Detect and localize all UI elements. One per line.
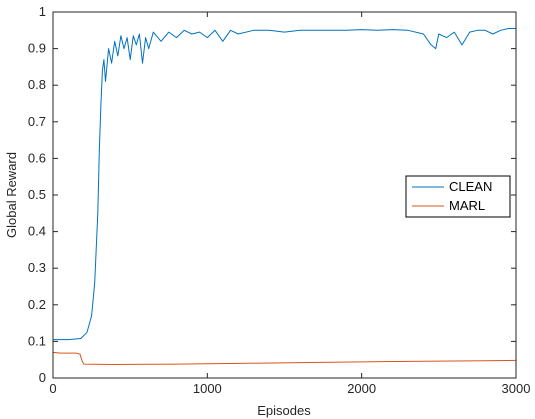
x-tick-label: 1000 bbox=[193, 381, 222, 396]
legend-label-clean: CLEAN bbox=[449, 179, 492, 194]
y-tick-label: 0.3 bbox=[28, 260, 46, 275]
series-layer bbox=[52, 28, 517, 365]
y-tick-label: 0.8 bbox=[28, 77, 46, 92]
y-axis-title: Global Reward bbox=[4, 152, 19, 238]
y-tick-label: 1 bbox=[39, 4, 46, 19]
x-tick-label: 3000 bbox=[502, 381, 531, 396]
series-line-marl bbox=[52, 351, 517, 365]
x-axis-title: Episodes bbox=[257, 403, 311, 418]
y-tick-label: 0.7 bbox=[28, 114, 46, 129]
y-tick-label: 0.5 bbox=[28, 187, 46, 202]
ticks-layer: 0 1000 2000 3000 0 0.1 0.2 0.3 0.4 0.5 0.6 0.7 0.8 0.… bbox=[28, 4, 531, 396]
legend-label-marl: MARL bbox=[449, 198, 485, 213]
legend: CLEAN MARL bbox=[405, 175, 511, 218]
legend-box bbox=[405, 175, 511, 218]
y-tick-label: 0 bbox=[39, 370, 46, 385]
y-tick-label: 0.2 bbox=[28, 297, 46, 312]
y-tick-label: 0.6 bbox=[28, 150, 46, 165]
series-line-clean bbox=[53, 28, 516, 341]
x-tick-label: 2000 bbox=[347, 381, 376, 396]
y-tick-label: 0.1 bbox=[28, 333, 46, 348]
y-tick-label: 0.9 bbox=[28, 41, 46, 56]
y-tick-label: 0.4 bbox=[28, 224, 46, 239]
x-tick-label: 0 bbox=[49, 381, 56, 396]
